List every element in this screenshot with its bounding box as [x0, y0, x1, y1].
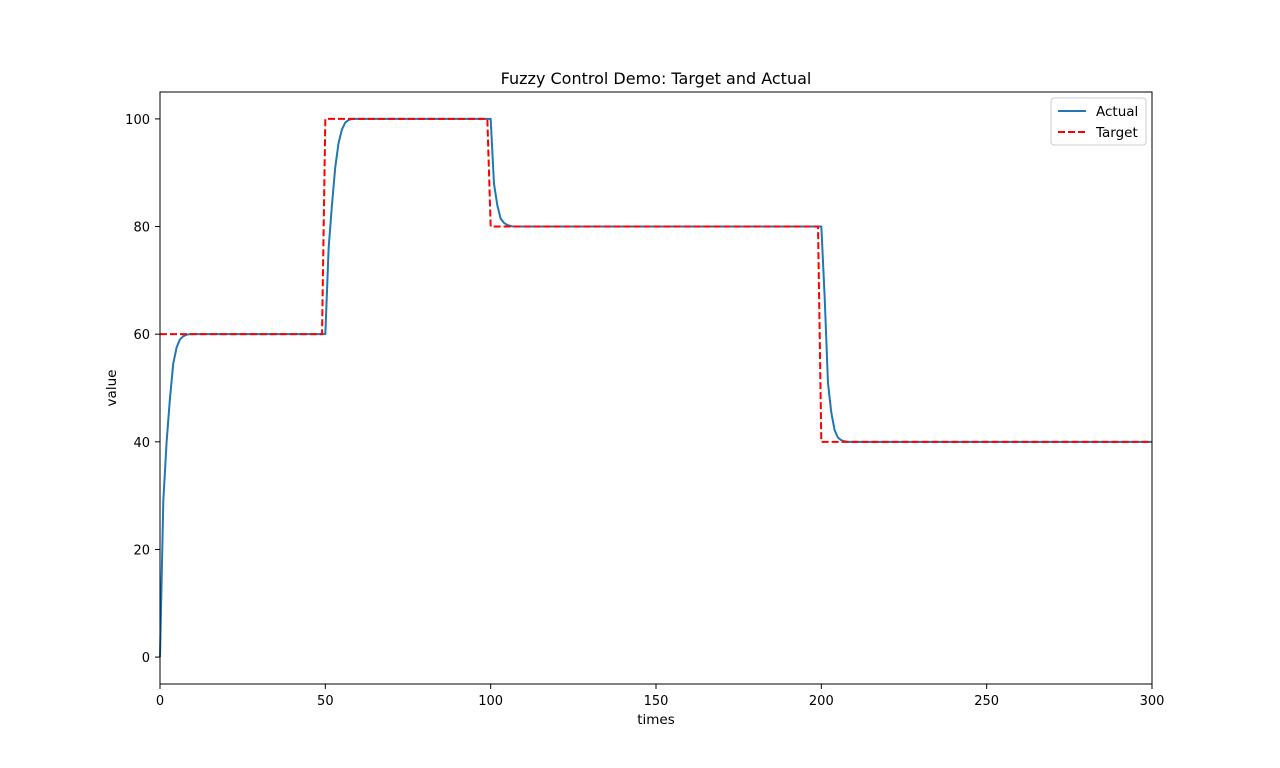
plot-background	[160, 92, 1152, 684]
plot-area	[159, 91, 1153, 685]
y-axis: 0 20 40 60 80 100	[125, 113, 160, 666]
legend-label-actual: Actual	[1096, 104, 1138, 120]
legend: Actual Target	[1050, 97, 1147, 146]
y-tick-label: 40	[133, 436, 150, 451]
chart-title: Fuzzy Control Demo: Target and Actual	[501, 69, 812, 88]
y-tick-label: 20	[133, 543, 150, 558]
y-tick-label: 100	[125, 113, 150, 128]
x-tick-label: 0	[156, 694, 164, 709]
x-axis-label: times	[637, 712, 675, 728]
x-tick-label: 150	[644, 694, 669, 709]
series-line-actual	[159, 117, 1152, 658]
x-tick-label: 50	[317, 694, 334, 709]
x-axis: 0 50 100 150 200 250 300	[156, 684, 1165, 709]
legend-box	[1050, 97, 1147, 146]
y-axis-label: value	[104, 370, 120, 407]
y-tick-label: 60	[133, 328, 150, 343]
x-tick-label: 300	[1140, 694, 1165, 709]
legend-label-target: Target	[1095, 125, 1138, 141]
y-tick-label: 80	[133, 221, 150, 236]
series-layer	[159, 117, 1152, 658]
x-tick-label: 200	[809, 694, 834, 709]
x-tick-label: 100	[478, 694, 503, 709]
x-tick-label: 250	[974, 694, 999, 709]
y-tick-label: 0	[142, 651, 150, 666]
series-line-target	[160, 117, 1152, 443]
